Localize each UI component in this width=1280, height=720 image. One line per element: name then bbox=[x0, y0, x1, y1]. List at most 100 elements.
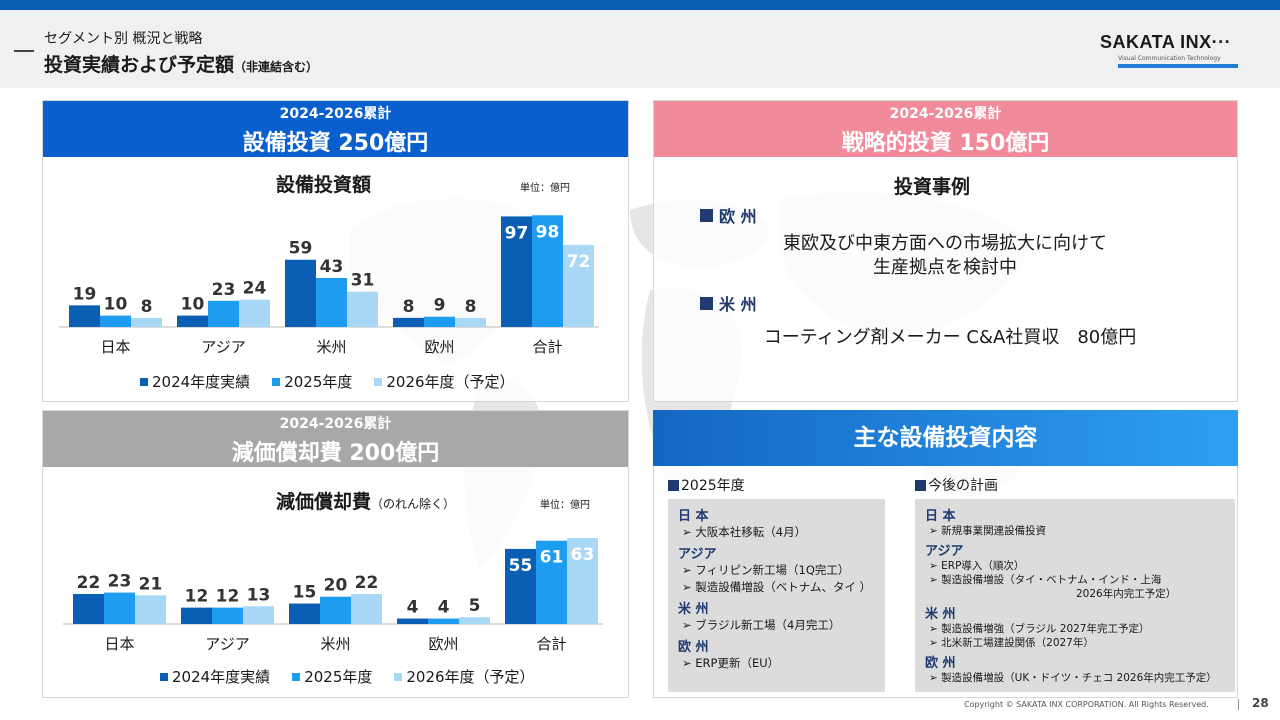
depreciation-period: 2024-2026累計 bbox=[279, 416, 392, 432]
depreciation-chart-title: 減価償却費（のれん除く） bbox=[276, 491, 456, 513]
bar-アジア-0 bbox=[181, 607, 212, 624]
legend-swatch-2024 bbox=[160, 672, 168, 681]
list-item: ➢ 北米新工場建設関係（2027年） bbox=[929, 637, 1094, 649]
list-item: ➢ ERP導入（順次） bbox=[929, 560, 1025, 572]
header-dash bbox=[14, 50, 34, 52]
bar-アジア-0 bbox=[177, 315, 208, 327]
category-label: アジア bbox=[201, 338, 245, 356]
logo-bar bbox=[1118, 64, 1238, 68]
bar-欧州-2 bbox=[455, 317, 486, 327]
legend-swatch-2024 bbox=[140, 377, 148, 386]
future-region-2: 米 州 bbox=[925, 607, 956, 622]
data-label: 97 bbox=[505, 223, 529, 243]
square-bullet-icon bbox=[700, 208, 713, 222]
data-label: 22 bbox=[355, 573, 379, 593]
list-item: ➢ 大阪本社移転（4月） bbox=[682, 525, 807, 539]
category-label: 合計 bbox=[532, 338, 562, 356]
legend-item-2026: 2026年度（予定） bbox=[394, 666, 535, 687]
bar-日本-0 bbox=[73, 593, 104, 624]
data-label: 22 bbox=[77, 573, 101, 593]
bar-米州-2 bbox=[351, 593, 382, 624]
bar-アジア-2 bbox=[239, 299, 270, 327]
bar-日本-1 bbox=[100, 315, 131, 327]
bar-欧州-1 bbox=[428, 618, 459, 624]
legend-item-2026: 2026年度（予定） bbox=[374, 371, 515, 392]
bar-合計-2 bbox=[567, 538, 598, 624]
data-label: 20 bbox=[324, 576, 348, 596]
category-label: 欧州 bbox=[424, 338, 454, 356]
header-band bbox=[0, 10, 1280, 88]
capex-future-list: 日 本 ➢ 新規事業関連設備投資 アジア ➢ ERP導入（順次） ➢ 製造設備増設（タイ… bbox=[915, 499, 1235, 692]
depreciation-unit: 単位：億円 bbox=[540, 500, 590, 511]
data-label: 10 bbox=[181, 295, 205, 315]
americas-heading: 米 州 bbox=[700, 291, 757, 315]
y2025-region-0: 日 本 bbox=[678, 509, 709, 524]
legend-item-2024: 2024年度実績 bbox=[140, 371, 250, 392]
bar-合計-0 bbox=[505, 548, 536, 624]
page-separator bbox=[1238, 699, 1239, 710]
data-label: 4 bbox=[407, 598, 419, 618]
data-label: 61 bbox=[540, 548, 564, 568]
future-region-0: 日 本 bbox=[925, 509, 956, 524]
bar-欧州-2 bbox=[459, 617, 490, 624]
data-label: 19 bbox=[73, 284, 97, 304]
data-label: 8 bbox=[141, 297, 153, 317]
capex-2025-list: 日 本 ➢ 大阪本社移転（4月） アジア ➢ フィリピン新工場（1Q完工） ➢ 製造設備… bbox=[668, 499, 885, 692]
data-label: 4 bbox=[438, 598, 450, 618]
category-label: 欧州 bbox=[428, 635, 458, 653]
capex-unit: 単位：億円 bbox=[520, 183, 570, 194]
strategic-header: 2024-2026累計 戦略的投資 150億円 bbox=[654, 101, 1237, 157]
data-label: 13 bbox=[247, 585, 271, 605]
data-label: 24 bbox=[243, 279, 267, 299]
capex-chart-title: 設備投資額 bbox=[276, 174, 372, 196]
legend-item-2025: 2025年度 bbox=[292, 666, 372, 687]
list-item: ➢ ERP更新（EU） bbox=[682, 656, 780, 670]
europe-heading: 欧 州 bbox=[700, 203, 757, 227]
data-label: 8 bbox=[465, 297, 477, 317]
depreciation-headline: 減価償却費 200億円 bbox=[231, 441, 440, 466]
bar-米州-0 bbox=[285, 259, 316, 327]
future-region-3: 欧 州 bbox=[925, 656, 956, 671]
legend-swatch-2026 bbox=[394, 672, 403, 681]
bar-日本-0 bbox=[69, 305, 100, 327]
company-logo: SAKATA INX··· Visual Communication Techn… bbox=[1100, 32, 1240, 72]
bar-米州-1 bbox=[320, 596, 351, 624]
europe-case-text: 東欧及び中東方面への市場拡大に向けて 生産拠点を検討中 bbox=[783, 233, 1107, 278]
data-label: 63 bbox=[571, 545, 595, 565]
bar-欧州-0 bbox=[393, 317, 424, 327]
top-accent-bar bbox=[0, 0, 1280, 10]
future-region-1: アジア bbox=[925, 544, 964, 559]
capex-period: 2024-2026累計 bbox=[279, 106, 392, 122]
strategic-period: 2024-2026累計 bbox=[889, 106, 1002, 122]
category-label: 米州 bbox=[320, 635, 350, 653]
data-label: 12 bbox=[185, 587, 209, 607]
strategic-headline: 戦略的投資 150億円 bbox=[841, 131, 1050, 156]
legend-item-2024: 2024年度実績 bbox=[160, 666, 270, 687]
capex-headline: 設備投資 250億円 bbox=[242, 131, 429, 156]
list-item: ➢ 製造設備増強（ブラジル 2027年完工予定） bbox=[929, 623, 1150, 635]
list-item: ➢ 製造設備増設（タイ・ベトナム・インド・上海 bbox=[929, 574, 1162, 586]
logo-dots-icon: ··· bbox=[1211, 32, 1232, 52]
list-item: ➢ フィリピン新工場（1Q完工） bbox=[682, 563, 850, 577]
bar-合計-2 bbox=[563, 244, 594, 327]
bar-米州-2 bbox=[347, 291, 378, 327]
data-label: 12 bbox=[216, 587, 240, 607]
logo-tagline: Visual Communication Technology bbox=[1118, 55, 1221, 62]
data-label: 43 bbox=[320, 257, 344, 277]
strategic-panel: 2024-2026累計 戦略的投資 150億円 bbox=[653, 100, 1238, 402]
bar-日本-2 bbox=[131, 317, 162, 327]
category-label: 合計 bbox=[536, 635, 566, 653]
bar-アジア-2 bbox=[243, 606, 274, 624]
bar-日本-2 bbox=[135, 595, 166, 624]
data-label: 23 bbox=[212, 280, 236, 300]
bar-米州-1 bbox=[316, 277, 347, 327]
data-label: 59 bbox=[289, 239, 313, 259]
main-capex-title: 主な設備投資内容 bbox=[653, 410, 1238, 466]
copyright-text: Copyright © SAKATA INX CORPORATION. All … bbox=[964, 700, 1209, 709]
col-2025-head: 2025年度 bbox=[668, 475, 745, 495]
bar-欧州-1 bbox=[424, 316, 455, 327]
data-label: 23 bbox=[108, 572, 132, 592]
americas-case-text: コーティング剤メーカー C&A社買収 80億円 bbox=[763, 327, 1137, 348]
page-title: 投資実績および予定額（非連結含む） bbox=[44, 54, 319, 76]
